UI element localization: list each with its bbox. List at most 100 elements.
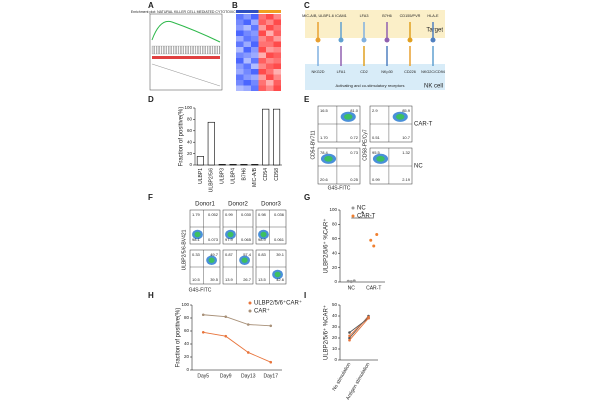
- y-tick-label: 20: [184, 354, 190, 359]
- heatmap-cell: [243, 36, 251, 42]
- y-tick-label: 60: [184, 328, 190, 333]
- population-core: [241, 257, 248, 263]
- heatmap-cell: [251, 41, 259, 47]
- heatmap-cell: [258, 47, 266, 53]
- bar: [218, 164, 226, 166]
- y-tick-label: 40: [332, 313, 338, 318]
- heatmap-cell: [266, 58, 274, 64]
- y-tick-label: 100: [184, 105, 192, 110]
- heatmap-cell: [273, 19, 281, 25]
- quadrant-value: 0.51: [372, 135, 381, 140]
- heatmap-cell: [243, 69, 251, 75]
- heatmap-cell: [236, 58, 244, 64]
- heatmap-cell: [251, 36, 259, 42]
- quadrant-value: 39.1: [276, 252, 285, 257]
- ligand-head: [315, 37, 321, 43]
- heatmap-cell: [273, 47, 281, 53]
- quadrant-value: 2.9: [372, 108, 378, 113]
- heatmap-cell: [258, 58, 266, 64]
- quadrant-value: 98.1: [192, 237, 201, 242]
- heatmap-cell: [266, 80, 274, 86]
- heatmap-cell: [266, 47, 274, 53]
- quadrant-value: 81.0: [350, 108, 359, 113]
- nk-band: [305, 64, 445, 90]
- series-line: [349, 317, 369, 333]
- legend-marker: [351, 206, 355, 210]
- heatmap-cell: [243, 47, 251, 53]
- quadrant-value: 98.9: [258, 237, 267, 242]
- point: [348, 338, 351, 342]
- quadrant-value: 26.7: [243, 277, 252, 282]
- x-tick-label: MIC-A/B: [252, 167, 258, 187]
- heatmap-cell: [251, 74, 259, 80]
- quadrant-value: 0.33: [192, 252, 201, 257]
- y-tick-label: 80: [184, 315, 190, 320]
- x-tick-label: Day13: [241, 373, 256, 379]
- legend-label: NC: [357, 206, 366, 212]
- heatmap-cell: [273, 25, 281, 31]
- quadrant-value: 78.4: [320, 150, 329, 155]
- y-axis-label: ULBP2/5/6⁺ %CAR⁺: [323, 305, 330, 360]
- y-tick-label: 0: [189, 162, 192, 167]
- x-tick-label: B7H6: [241, 168, 247, 181]
- heatmap-cell: [266, 74, 274, 80]
- heatmap-cell: [251, 58, 259, 64]
- heatmap-cell: [243, 58, 251, 64]
- legend-marker: [248, 301, 252, 305]
- panel-letter: E: [304, 95, 310, 104]
- quadrant-value: 2.19: [402, 177, 411, 182]
- series-line: [349, 317, 369, 341]
- heatmap-cell: [243, 52, 251, 58]
- heatmap-cell: [243, 14, 251, 20]
- point: [269, 324, 273, 328]
- x-tick-label: Day17: [264, 373, 279, 379]
- bar: [196, 156, 205, 166]
- x-tick-label: CAR-T: [366, 285, 381, 291]
- panel-letter: I: [304, 291, 306, 300]
- heatmap-cell: [266, 69, 274, 75]
- quadrant-value: 0.25: [350, 177, 359, 182]
- rank-metric: [151, 63, 221, 87]
- heatmap-cell: [236, 14, 244, 20]
- y-tick-label: 0: [186, 367, 189, 372]
- heatmap-cell: [236, 19, 244, 25]
- y-tick-label: 20: [332, 335, 338, 340]
- heatmap-cell: [251, 80, 259, 86]
- heatmap-cell: [243, 80, 251, 86]
- bar: [229, 164, 237, 166]
- panel-letter: B: [232, 1, 238, 10]
- legend-label: CAR⁺: [254, 308, 270, 315]
- heatmap-cell: [266, 30, 274, 36]
- receptor-label: NKG2D: [311, 70, 324, 74]
- y-tick-label: 100: [329, 207, 337, 212]
- axis-label: G4S-FITC: [328, 185, 351, 191]
- point: [201, 331, 205, 334]
- heatmap-cell: [266, 52, 274, 58]
- point: [372, 244, 376, 248]
- panel-letter: D: [148, 95, 154, 104]
- heatmap-cell: [258, 30, 266, 36]
- heatmap-cell: [243, 85, 251, 91]
- quadrant-value: 0.83: [258, 252, 267, 257]
- y-tick-label: 10: [332, 346, 338, 351]
- bar: [240, 164, 248, 166]
- population-core: [324, 155, 333, 162]
- bar: [251, 164, 259, 166]
- y-tick-label: 60: [332, 236, 338, 241]
- heatmap-cell: [251, 52, 259, 58]
- ligand-head: [384, 37, 390, 43]
- heatmap-cell: [236, 41, 244, 47]
- heatmap-cell: [236, 52, 244, 58]
- ligand-label: LFA3: [360, 14, 369, 18]
- band-label: Target: [426, 28, 443, 34]
- panel-letter: C: [304, 1, 310, 10]
- y-axis-label: Fraction of positive(%): [176, 308, 182, 368]
- receptor-label: NKG2C/CD94: [421, 70, 445, 74]
- caption: Activating and co-stimulatory receptors: [336, 83, 405, 88]
- bar: [262, 108, 270, 166]
- point: [369, 238, 373, 242]
- heatmap-cell: [236, 85, 244, 91]
- heatmap-cell: [243, 30, 251, 36]
- target-band: [305, 10, 445, 38]
- receptor-label: NKp30: [381, 70, 393, 74]
